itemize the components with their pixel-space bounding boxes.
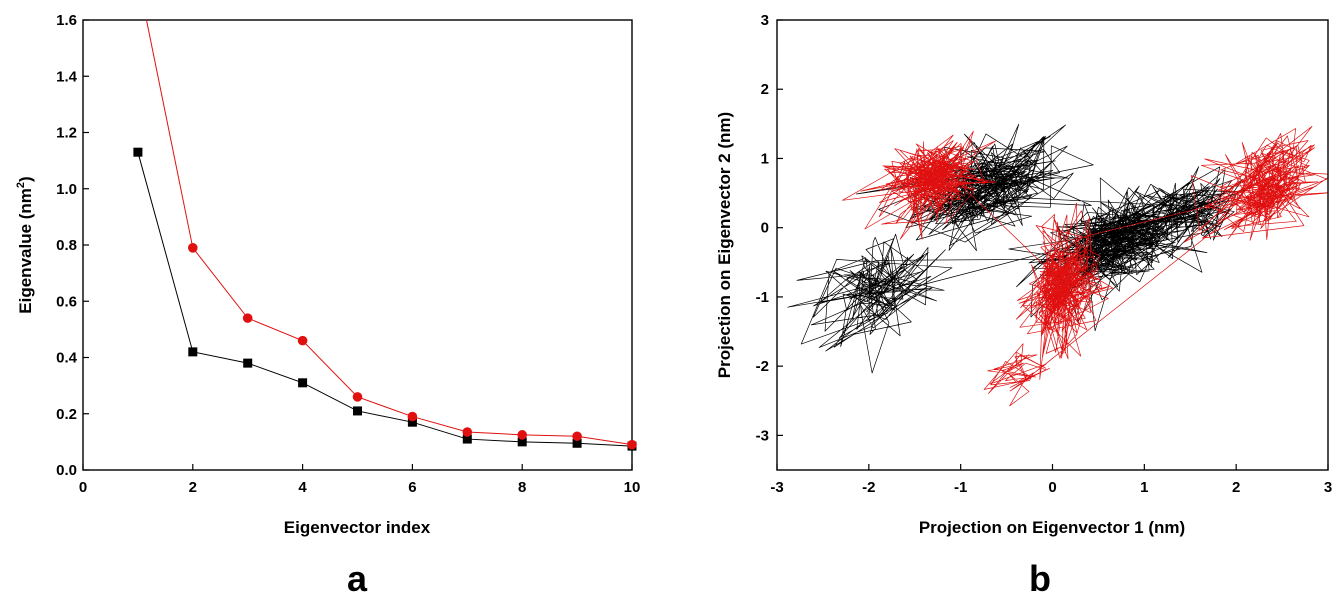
panel-a-point-square <box>188 347 198 357</box>
panel-b-y-tick-label: -3 <box>756 427 769 444</box>
panel-a-point-circle <box>462 427 473 437</box>
panel-a-point-circle <box>517 430 527 440</box>
panel-b-x-tick-label: 0 <box>1048 479 1056 496</box>
panel-a-point-circle <box>188 243 198 253</box>
panel-b-trajectory-line <box>787 123 1247 374</box>
panel-b-x-tick-label: 3 <box>1324 479 1332 496</box>
panel-a-ylabel: Eigenvalue (nm2) <box>15 176 35 313</box>
panel-b-xlabel: Projection on Eigenvector 1 (nm) <box>919 518 1185 537</box>
panel-a-y-tick-label: 0.0 <box>56 462 77 479</box>
panel-a-point-square <box>407 417 417 427</box>
panel-b-x-tick-label: 2 <box>1232 479 1240 496</box>
panel-a-x-tick-label: 0 <box>79 479 87 496</box>
panel-b-series <box>787 123 1328 407</box>
panel-b-y-tick-label: 1 <box>761 150 769 167</box>
panel-b-projection: -3 -2 -1 0 1 2 3 -3 -2 -1 0 1 2 3 Projection on Eigen… <box>715 12 1333 598</box>
panel-b-plot-frame <box>776 19 1329 471</box>
panel-a-point-circle <box>627 439 637 450</box>
panel-a-plot-frame <box>82 19 633 471</box>
panel-a-point-square <box>298 378 308 388</box>
panel-b-ticks: -3 -2 -1 0 1 2 3 -3 -2 -1 0 1 2 3 <box>756 12 1333 496</box>
panel-a-y-tick-label: 0.8 <box>56 237 77 254</box>
panel-b-x-tick-label: 1 <box>1140 479 1148 496</box>
panel-a-eigenvalues: 0 2 4 6 8 10 0.0 0.2 0.4 0.6 0.8 1.0 1.2 1.4 1.6 Eigen… <box>15 12 640 598</box>
panel-b-y-tick-label: -2 <box>756 358 769 375</box>
panel-a-y-tick-label: 0.4 <box>56 350 78 367</box>
panel-a-point-square <box>517 437 527 447</box>
panel-b-y-tick-label: -1 <box>756 289 769 306</box>
panel-a-point-circle <box>572 431 582 442</box>
panel-a-point-circle <box>297 335 308 346</box>
panel-b-trajectory-line <box>842 126 1328 407</box>
panel-a-y-tick-label: 1.4 <box>56 68 78 85</box>
panel-a-xlabel: Eigenvector index <box>284 518 431 537</box>
panel-a-ticks: 0 2 4 6 8 10 0.0 0.2 0.4 0.6 0.8 1.0 1.2 1.4 1.6 <box>56 12 640 496</box>
panel-a-x-tick-label: 8 <box>518 479 526 496</box>
panel-a-point-square <box>462 434 472 444</box>
panel-a-series <box>133 20 637 451</box>
panel-a-point-square <box>353 406 362 416</box>
panel-b-x-tick-label: -2 <box>862 479 875 496</box>
panel-a-point-circle <box>407 411 418 422</box>
panel-a-y-tick-label: 0.2 <box>56 406 77 423</box>
panel-b-x-tick-label: -3 <box>770 479 783 496</box>
panel-b-letter: b <box>1029 558 1051 598</box>
panel-a-y-tick-label: 1.0 <box>56 181 77 198</box>
panel-b-x-tick-label: -1 <box>954 479 967 496</box>
panel-a-series-line <box>137 152 632 447</box>
panel-b-y-tick-label: 0 <box>761 220 769 237</box>
panel-a-x-tick-label: 2 <box>189 479 197 496</box>
panel-a-series-line <box>145 20 632 446</box>
panel-a-point-square <box>133 147 143 157</box>
panel-a-y-tick-label: 1.6 <box>56 12 77 29</box>
panel-a-x-tick-label: 6 <box>408 479 416 496</box>
panel-a-point-circle <box>242 313 253 323</box>
panel-a-ylabel-superscript: 2 <box>15 182 27 188</box>
panel-a-y-tick-label: 1.2 <box>56 125 77 142</box>
panel-a-x-tick-label: 10 <box>624 479 641 496</box>
panel-a-y-tick-label: 0.6 <box>56 293 77 310</box>
panel-b-y-tick-label: 3 <box>761 12 769 29</box>
panel-a-point-square <box>572 438 582 448</box>
panel-a-point-circle <box>352 392 363 402</box>
panel-b-y-tick-label: 2 <box>761 81 769 98</box>
panel-a-x-tick-label: 4 <box>298 479 307 496</box>
panel-a-letter: a <box>347 558 368 598</box>
panel-b-ylabel: Projection on Eigenvector 2 (nm) <box>715 112 734 378</box>
panel-a-point-square <box>243 358 253 368</box>
